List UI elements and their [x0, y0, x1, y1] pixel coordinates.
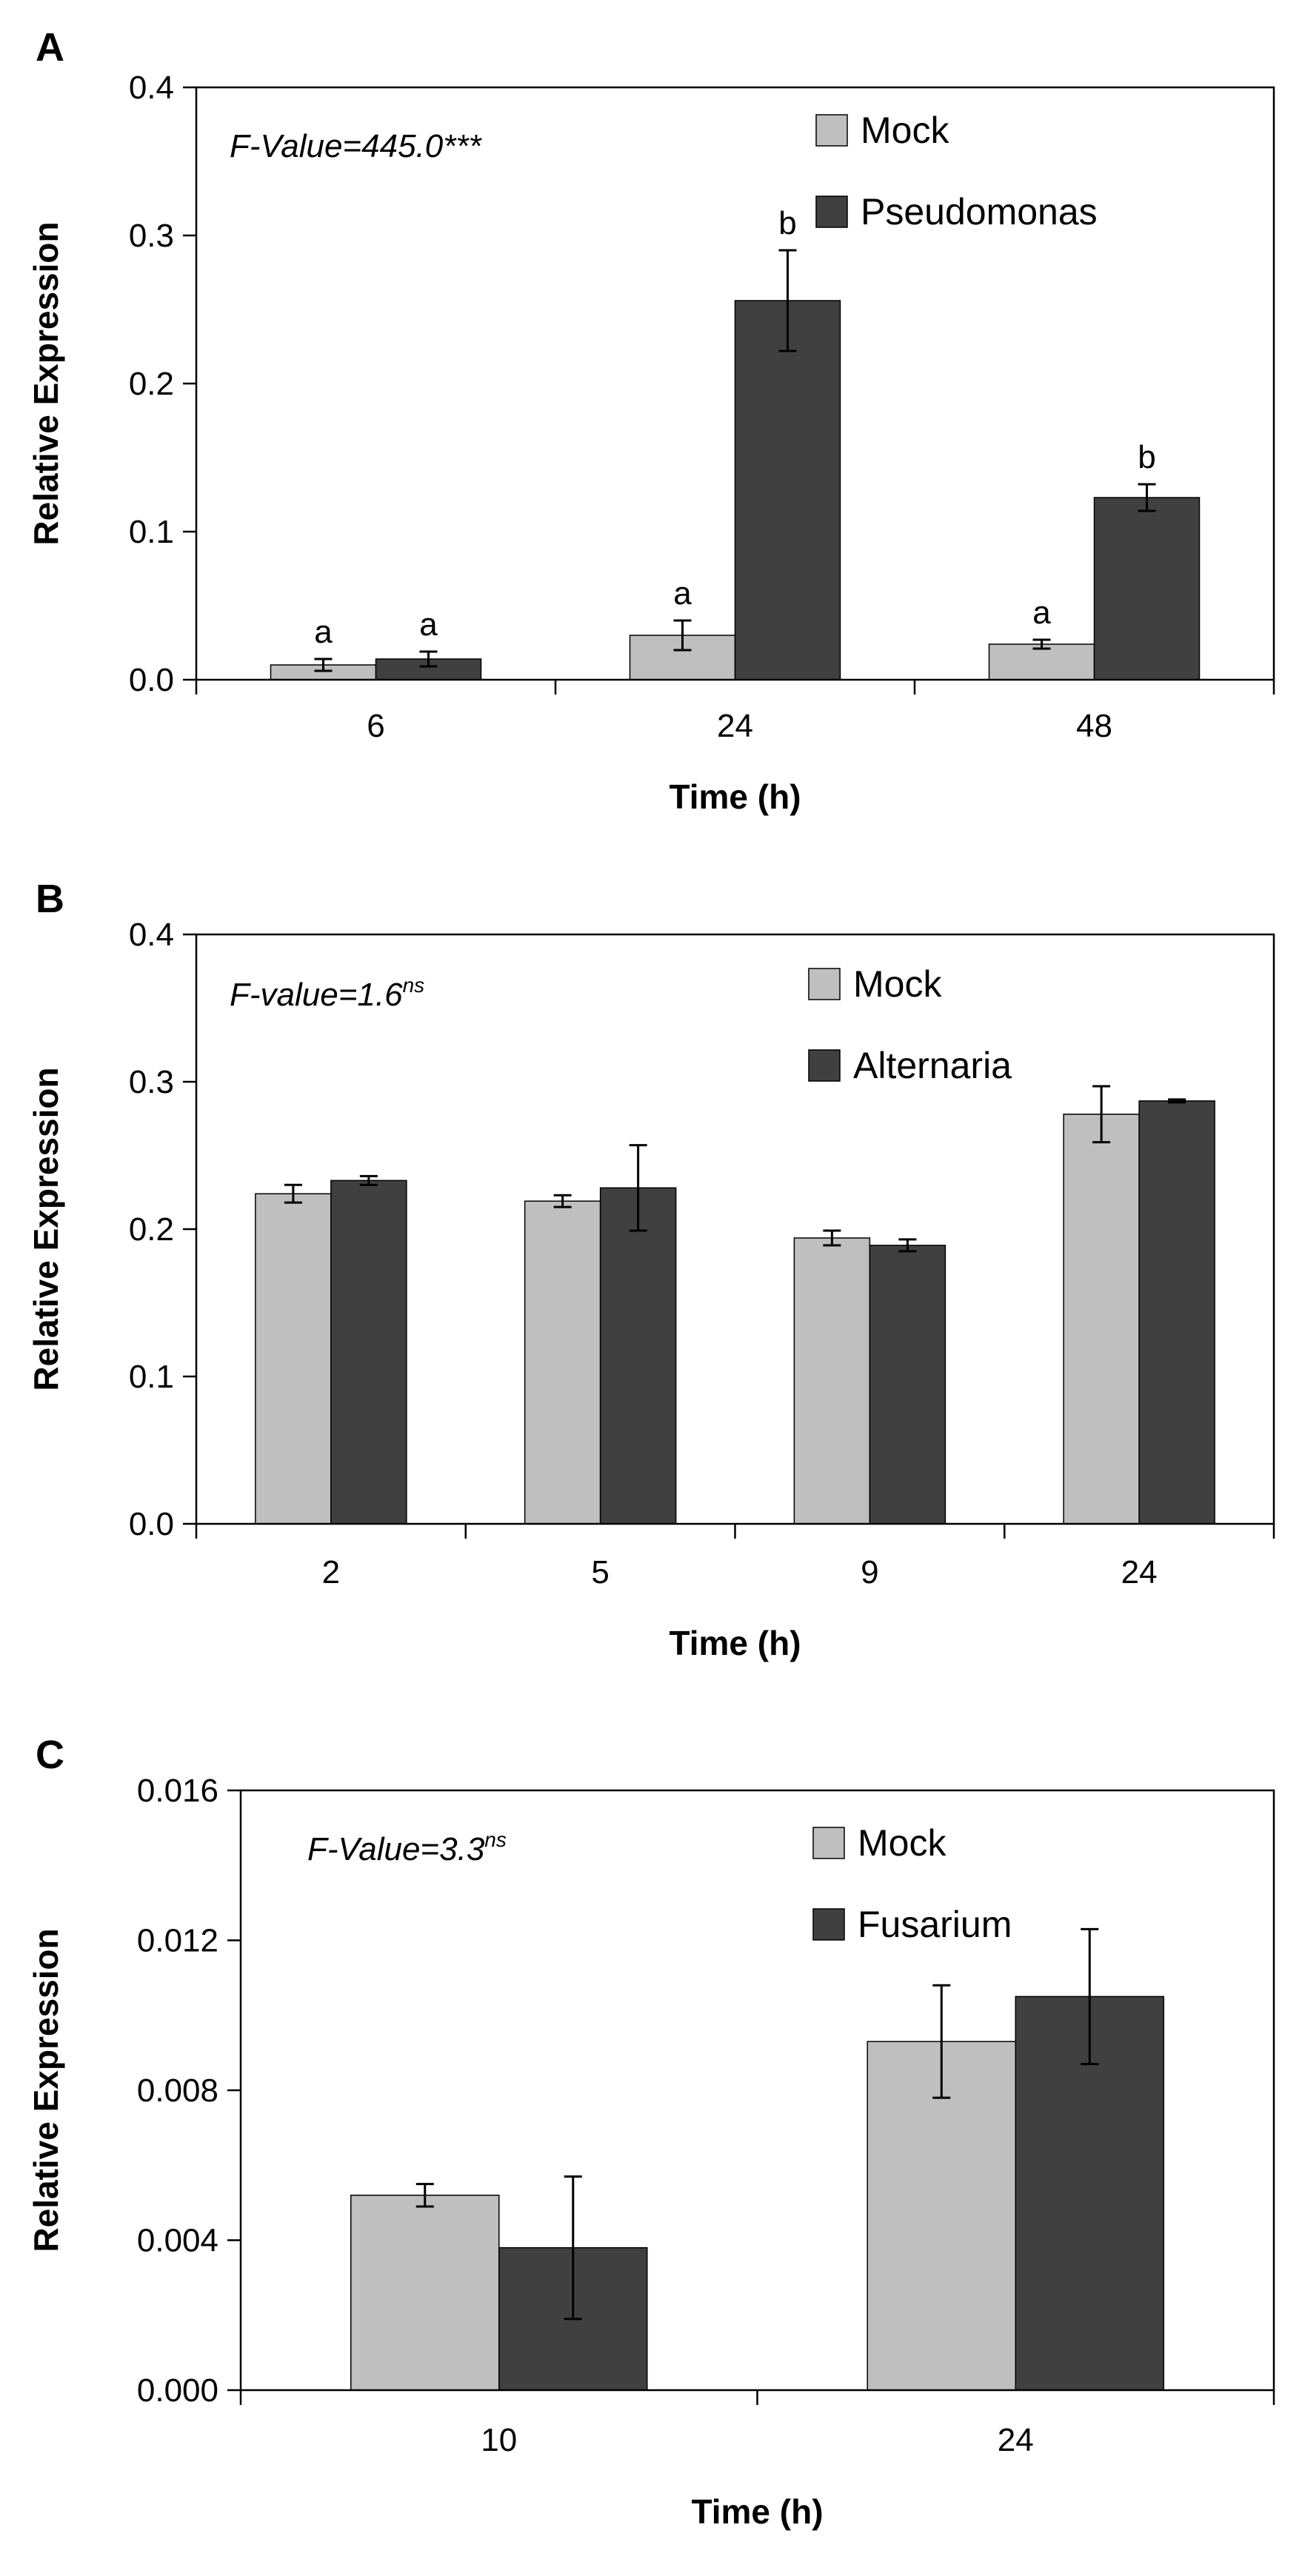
- f-value-annotation: F-Value=445.0***: [230, 128, 482, 164]
- y-tick-label: 0.0: [129, 1506, 174, 1542]
- legend-swatch-mock: [812, 1827, 845, 1859]
- x-tick-label: 2: [322, 1554, 340, 1590]
- x-tick-label: 10: [481, 2422, 517, 2458]
- bar-mock-24: [1063, 1114, 1140, 1525]
- legend-label-mock: Mock: [853, 963, 942, 1005]
- legend-swatch-pseudomonas: [815, 195, 848, 228]
- x-tick-label: 6: [367, 708, 384, 744]
- x-tick-label: 9: [861, 1554, 878, 1590]
- bar-mock-10: [350, 2195, 500, 2391]
- panel-letter: C: [36, 1733, 64, 1777]
- x-tick-label: 5: [591, 1554, 609, 1590]
- bar-mock-24: [867, 2041, 1016, 2391]
- significance-letter: b: [778, 205, 796, 241]
- y-tick-label: 0.2: [129, 1211, 174, 1248]
- bar-alternaria-9: [869, 1245, 947, 1525]
- y-tick-label: 0.004: [137, 2223, 218, 2259]
- significance-letter: a: [1032, 595, 1051, 631]
- legend-swatch-mock: [815, 114, 848, 147]
- bar-mock-48: [988, 643, 1095, 680]
- x-tick-label: 24: [1121, 1554, 1158, 1590]
- legend-label-pseudomonas: Pseudomonas: [861, 191, 1098, 232]
- legend-swatch-fusarium: [812, 1908, 845, 1941]
- y-tick-label: 0.3: [129, 1064, 174, 1100]
- x-axis-title: Time (h): [669, 1624, 801, 1662]
- bar-mock-5: [524, 1200, 601, 1525]
- legend-label-mock: Mock: [858, 1822, 947, 1864]
- bar-alternaria-5: [599, 1187, 677, 1525]
- y-axis-title: Relative Expression: [27, 221, 65, 545]
- y-tick-label: 0.3: [129, 218, 174, 254]
- significance-letter: b: [1138, 439, 1155, 475]
- y-axis-title: Relative Expression: [27, 1067, 65, 1391]
- bar-alternaria-24: [1138, 1100, 1215, 1525]
- legend-label-alternaria: Alternaria: [853, 1045, 1012, 1086]
- x-tick-label: 24: [717, 708, 753, 744]
- bar-mock-9: [793, 1237, 871, 1525]
- y-tick-label: 0.008: [137, 2072, 218, 2109]
- y-tick-label: 0.012: [137, 1923, 218, 1959]
- x-tick-label: 24: [998, 2422, 1034, 2458]
- y-tick-label: 0.1: [129, 514, 174, 550]
- f-value-annotation: F-Value=3.3ns: [307, 1828, 507, 1867]
- bar-pseudomonas-24: [734, 300, 841, 680]
- bar-alternaria-2: [330, 1180, 407, 1525]
- legend-label-fusarium: Fusarium: [858, 1904, 1012, 1945]
- y-axis-title: Relative Expression: [27, 1928, 65, 2252]
- y-tick-label: 0.000: [137, 2372, 218, 2409]
- chart-panel-b: B 2 5 9 24 0.0 0.1 0.2 0.3 0.4 Time (h) Relative Ex…: [27, 877, 1275, 1662]
- panel-letter: B: [36, 877, 64, 921]
- bar-mock-2: [255, 1193, 332, 1525]
- x-axis-title: Time (h): [691, 2492, 823, 2531]
- f-value-annotation: F-value=1.6ns: [230, 974, 424, 1013]
- y-tick-label: 0.2: [129, 366, 174, 402]
- chart-panel-c: C 10 24 0.000 0.004 0.008 0.012 0.016 Time (h) Re…: [27, 1733, 1275, 2531]
- y-tick-label: 0.4: [129, 70, 174, 106]
- significance-letter: a: [314, 614, 333, 650]
- y-tick-label: 0.4: [129, 917, 174, 953]
- y-tick-label: 0.016: [137, 1773, 218, 1809]
- y-tick-label: 0.0: [129, 662, 174, 698]
- panel-letter: A: [36, 25, 64, 70]
- x-tick-label: 48: [1076, 708, 1112, 744]
- x-axis-title: Time (h): [669, 777, 801, 816]
- significance-letter: a: [673, 575, 692, 612]
- legend-swatch-mock: [808, 968, 841, 1000]
- significance-letter: a: [419, 606, 438, 643]
- legend-swatch-alternaria: [808, 1049, 841, 1082]
- chart-panel-a: Aa a 6 a b 24 a b 48 0.0 0.1 0.2 0.3 0.4 Time (h) Relat…: [27, 25, 1275, 816]
- legend-label-mock: Mock: [861, 110, 949, 151]
- bar-pseudomonas-48: [1093, 497, 1201, 680]
- y-tick-label: 0.1: [129, 1359, 174, 1395]
